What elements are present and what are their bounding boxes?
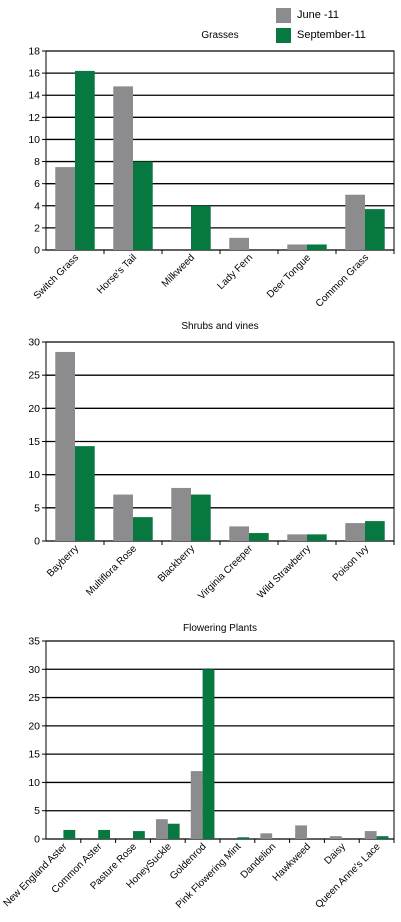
chart-2-bar-4-1 [202,669,215,839]
chart-0-ytick-label-3: 6 [34,178,40,190]
chart-2-frame [45,640,395,840]
chart-0-bar-4-1 [307,244,327,250]
chart-0-bar-3-0 [229,237,249,250]
chart-2-category-label-5: Pink Flowering Mint [174,841,244,911]
chart-1-title: Shrubs and vines [181,321,258,332]
chart-0-category-label-3: Lady Fern [216,252,256,292]
chart-2-category-label-9: Queen Anne's Lace [313,841,383,911]
chart-2-ytick-label-3: 15 [28,749,40,761]
legend-item-september: September-11 [276,26,366,44]
chart-2-bar-6-0 [260,833,273,839]
legend-swatch-september [276,27,291,43]
chart-2-category-label-7: Hawkweed [271,841,313,883]
chart-2-bar-2-1 [133,831,145,839]
legend-label-september: September-11 [297,29,366,41]
chart-0-bar-4-0 [287,244,307,250]
chart-0-ytick-label-5: 10 [28,134,40,146]
chart-1-bar-3-1 [249,533,269,541]
chart-1-bar-1-0 [113,494,133,541]
chart-0-ytick-label-4: 8 [34,156,40,168]
chart-0-title: Grasses [201,30,238,41]
chart-0-bar-0-0 [55,167,75,250]
chart-2-category-label-8: Daisy [322,841,347,866]
chart-2-bar-9-1 [376,836,389,839]
chart-2-ytick-label-4: 20 [28,720,40,732]
chart-2-bar-5-1 [237,837,250,839]
legend-swatch-june [276,7,291,23]
chart-2-bar-3-0 [155,819,168,839]
chart-1-category-label-3: Virginia Creeper [196,543,255,602]
chart-2-bar-4-0 [190,771,203,839]
chart-1-bar-2-0 [171,487,191,541]
chart-2-bar-1-1 [98,829,111,839]
chart-1-ytick-label-3: 15 [28,436,40,448]
chart-2-bar-3-1 [167,823,180,839]
chart-1-ytick-label-4: 20 [28,403,40,415]
chart-1-bar-1-1 [133,517,153,541]
chart-0-category-label-5: Common Grass [314,252,371,309]
chart-0-ytick-label-9: 18 [28,46,40,58]
chart-2-bar-9-0 [364,831,377,839]
chart-1-bar-0-0 [55,351,75,541]
chart-1-bar-2-1 [191,494,211,541]
chart-2-ytick-label-1: 5 [34,805,40,817]
chart-0-ytick-label-0: 0 [34,245,40,257]
chart-1-bar-5-1 [365,521,385,541]
chart-0-bar-0-1 [75,70,95,251]
chart-0-bar-2-1 [191,205,211,250]
chart-1-bar-4-0 [287,534,307,541]
legend-label-june: June -11 [297,9,339,21]
chart-2-ytick-label-5: 25 [28,692,40,704]
chart-0-bar-1-1 [133,161,153,250]
chart-1-bar-4-1 [307,534,327,541]
chart-2-ytick-label-7: 35 [28,636,40,648]
chart-2-ytick-label-2: 10 [28,777,40,789]
chart-0-category-label-0: Switch Grass [32,252,81,301]
chart-0-category-label-4: Deer Tongue [265,252,313,300]
chart-0-bar-5-1 [365,209,385,250]
chart-1-ytick-label-2: 10 [28,469,40,481]
chart-1-bar-3-0 [229,526,249,541]
chart-1-ytick-label-1: 5 [34,502,40,514]
chart-1-bar-0-1 [75,446,95,541]
chart-1-category-label-4: Wild Strawberry [255,543,313,601]
chart-1-ytick-label-0: 0 [34,536,40,548]
chart-1-category-label-1: Multiflora Rose [84,543,139,598]
chart-1-ytick-label-5: 25 [28,370,40,382]
chart-2-ytick-label-6: 30 [28,664,40,676]
chart-2-title: Flowering Plants [183,623,257,634]
chart-1-ytick-label-6: 30 [28,337,40,349]
chart-2-ytick-label-0: 0 [34,834,40,846]
chart-0-bar-5-0 [345,194,365,250]
chart-2-category-label-0: New England Aster [2,841,70,909]
chart-legend: June -11 September-11 [276,6,366,46]
chart-2-bar-0-1 [63,829,76,839]
chart-1-bar-5-0 [345,523,365,541]
chart-0-frame [45,50,395,251]
chart-1-category-label-0: Bayberry [45,543,81,579]
chart-0-category-label-2: Milkweed [160,252,197,289]
chart-0-category-label-1: Horse's Tail [95,252,139,296]
chart-2-bar-7-0 [295,825,307,839]
chart-0-ytick-label-6: 12 [28,112,40,124]
chart-0-ytick-label-1: 2 [34,222,40,234]
chart-2-bar-8-0 [329,836,342,839]
chart-0-ytick-label-2: 4 [34,200,40,212]
chart-1-category-label-2: Blackberry [156,543,197,584]
chart-0-bar-1-0 [113,86,133,250]
legend-item-june: June -11 [276,6,366,24]
chart-1-category-label-5: Poison Ivy [331,543,371,583]
chart-0-ytick-label-7: 14 [28,90,40,102]
chart-0-ytick-label-8: 16 [28,68,40,80]
